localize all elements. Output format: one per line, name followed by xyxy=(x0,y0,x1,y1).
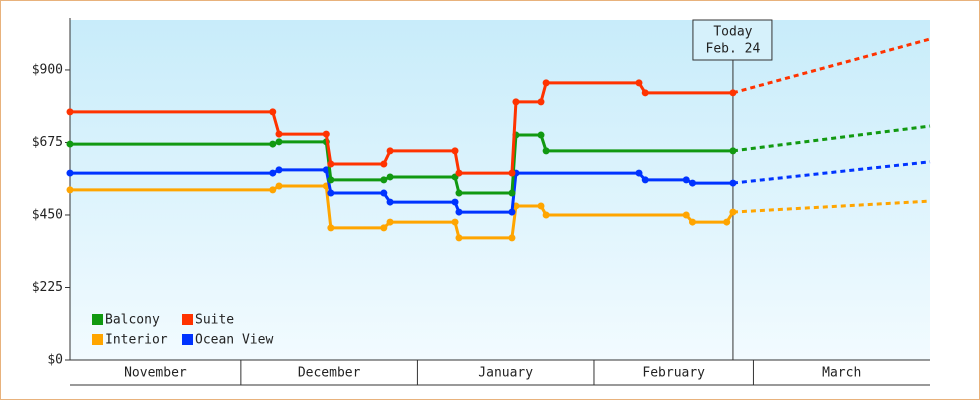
x-tick-label: January xyxy=(478,366,533,381)
point xyxy=(269,186,277,194)
y-tick-label: $450 xyxy=(32,207,63,222)
point xyxy=(327,189,335,197)
series-line xyxy=(70,133,733,195)
point xyxy=(386,218,394,226)
legend-swatch xyxy=(182,314,193,325)
point xyxy=(641,89,649,97)
y-tick-label: $675 xyxy=(32,135,63,150)
point xyxy=(66,108,74,116)
x-tick-label: December xyxy=(298,366,361,381)
point xyxy=(66,169,74,177)
point xyxy=(269,140,277,148)
legend-swatch xyxy=(92,314,103,325)
point xyxy=(729,147,737,155)
legend-swatch xyxy=(182,334,193,345)
legend-label: Interior xyxy=(105,333,168,348)
point xyxy=(275,166,283,174)
legend-label: Ocean View xyxy=(195,333,273,348)
point xyxy=(275,130,283,138)
point xyxy=(508,189,516,197)
x-tick-label: November xyxy=(124,366,187,381)
point xyxy=(635,79,643,87)
forecast-line xyxy=(732,124,931,153)
point xyxy=(537,202,545,210)
point xyxy=(455,189,463,197)
point xyxy=(508,234,516,242)
point xyxy=(508,169,516,177)
point xyxy=(723,218,731,226)
point xyxy=(380,176,388,184)
point xyxy=(455,208,463,216)
point xyxy=(729,89,737,97)
point xyxy=(729,208,737,216)
point xyxy=(451,198,459,206)
point xyxy=(455,234,463,242)
point xyxy=(269,169,277,177)
point xyxy=(542,147,550,155)
y-tick-label: $225 xyxy=(32,280,63,295)
point xyxy=(512,98,520,106)
point xyxy=(451,218,459,226)
point xyxy=(269,108,277,116)
point xyxy=(508,208,516,216)
point xyxy=(66,140,74,148)
x-tick-label: March xyxy=(822,366,861,381)
point xyxy=(380,189,388,197)
y-tick-label: $900 xyxy=(32,62,63,77)
point xyxy=(386,173,394,181)
point xyxy=(380,160,388,168)
point xyxy=(380,224,388,232)
point xyxy=(386,198,394,206)
series-line xyxy=(70,81,733,175)
point xyxy=(275,138,283,146)
point xyxy=(451,147,459,155)
y-tick-label: $0 xyxy=(47,353,63,368)
point xyxy=(66,186,74,194)
legend-label: Balcony xyxy=(105,313,160,328)
point xyxy=(729,179,737,187)
today-box xyxy=(692,19,773,61)
forecast-line xyxy=(732,37,931,95)
point xyxy=(682,176,690,184)
point xyxy=(455,169,463,177)
point xyxy=(322,130,330,138)
x-tick-label: February xyxy=(642,366,705,381)
point xyxy=(641,176,649,184)
point xyxy=(689,179,697,187)
point xyxy=(542,211,550,219)
today-label: Feb. 24 xyxy=(706,42,761,57)
point xyxy=(537,131,545,139)
series-line xyxy=(70,168,733,214)
point xyxy=(689,218,697,226)
point xyxy=(327,160,335,168)
point xyxy=(275,182,283,190)
point xyxy=(327,176,335,184)
today-label: Today xyxy=(713,25,752,40)
point xyxy=(386,147,394,155)
point xyxy=(327,224,335,232)
point xyxy=(635,169,643,177)
point xyxy=(537,98,545,106)
legend-label: Suite xyxy=(195,313,234,328)
point xyxy=(682,211,690,219)
legend-swatch xyxy=(92,334,103,345)
forecast-line xyxy=(732,160,931,185)
point xyxy=(542,79,550,87)
forecast-line xyxy=(732,199,931,214)
